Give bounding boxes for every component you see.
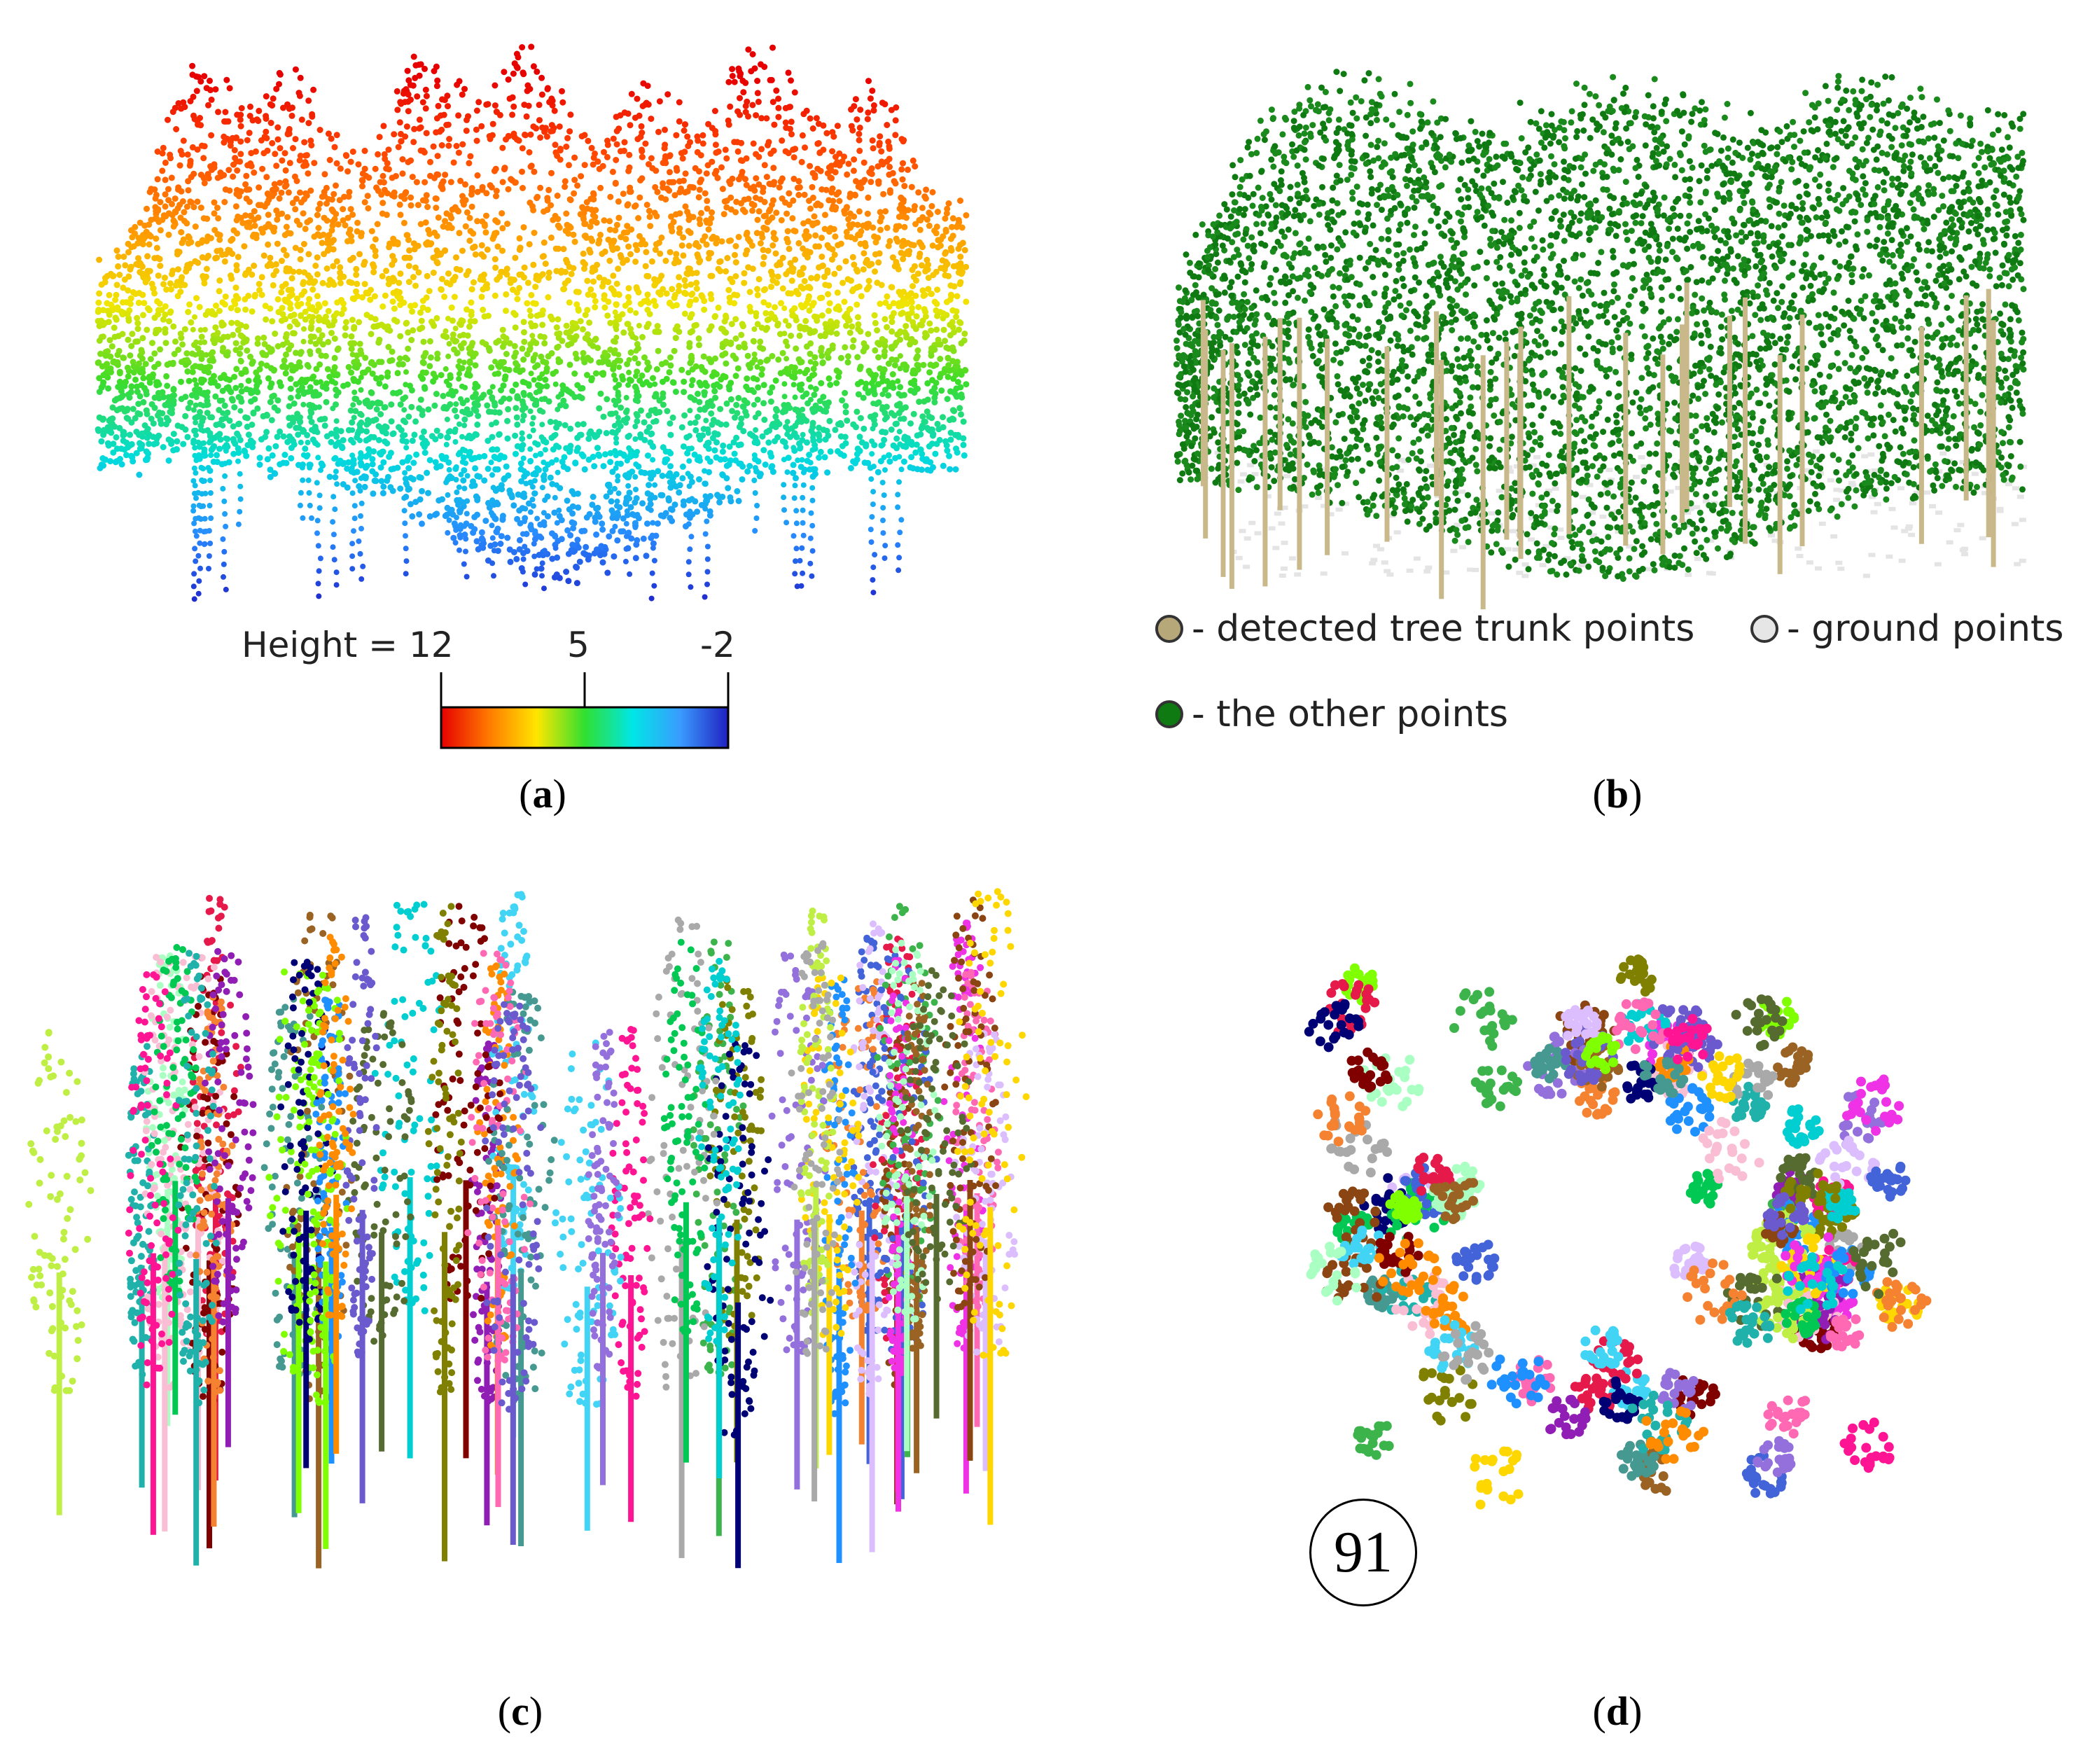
legend-trunk-swatch	[1155, 615, 1183, 643]
legend-trunk-points: - detected tree trunk points	[1155, 608, 1694, 650]
height-scale-max: 12	[408, 625, 454, 665]
panel-d-segmented-crowns	[1225, 868, 2030, 1639]
height-scale-mid: 5	[567, 625, 590, 665]
caption-a: (a)	[519, 771, 566, 817]
height-scale-title: Height = 12	[242, 625, 454, 665]
panel-b-point-cloud-classified	[1155, 56, 2037, 616]
legend-other-swatch	[1155, 700, 1183, 728]
tree-count-badge: 91	[1309, 1499, 1417, 1606]
segmented-crowns-top-view-image	[1304, 954, 1932, 1510]
legend-ground-points: - ground points	[1750, 608, 2064, 650]
height-color-bar	[434, 672, 735, 753]
caption-d: (d)	[1592, 1688, 1643, 1734]
panel-a-point-cloud-height	[70, 35, 994, 637]
classified-point-cloud-image	[1173, 69, 2027, 610]
legend-other-points: - the other points	[1155, 693, 1508, 735]
panel-c-segmented-trees	[7, 868, 1043, 1639]
height-scale-min: -2	[700, 625, 735, 665]
segmented-trees-side-view-image	[25, 888, 1030, 1569]
legend-ground-swatch	[1750, 615, 1778, 643]
height-colored-point-cloud-image	[95, 43, 970, 602]
caption-c: (c)	[497, 1688, 543, 1734]
caption-b: (b)	[1592, 771, 1643, 817]
